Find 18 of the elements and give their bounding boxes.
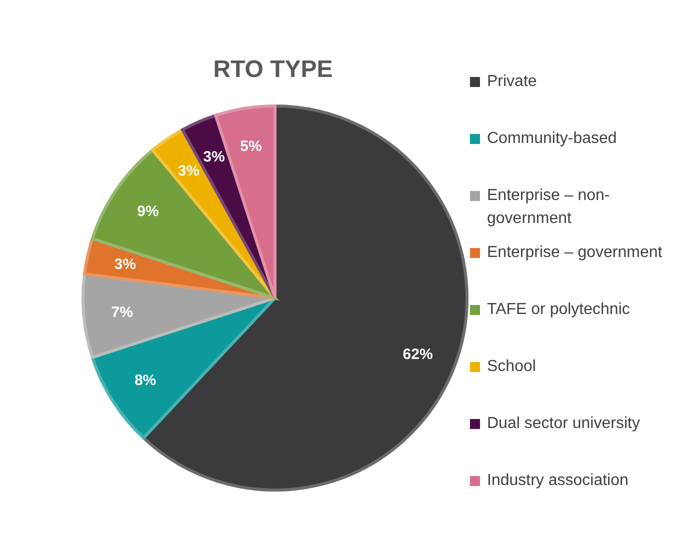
pie-slice — [90, 296, 276, 440]
data-label: 3% — [114, 256, 136, 273]
legend-label: Community-based — [487, 129, 618, 149]
data-label: 7% — [111, 304, 133, 321]
chart-title: RTO TYPE — [213, 56, 333, 83]
data-label: 3% — [178, 162, 200, 180]
legend-label: Private — [487, 72, 538, 92]
legend-label: Dual sector university — [487, 414, 641, 434]
legend-label: TAFE or polytechnic — [487, 300, 631, 320]
data-label: 5% — [240, 138, 262, 155]
data-label: 8% — [134, 372, 156, 389]
data-label: 9% — [137, 203, 159, 220]
legend-label: Enterprise – non-government — [487, 186, 611, 229]
legend-label: Industry association — [487, 471, 630, 491]
data-label: 3% — [203, 148, 225, 166]
legend-label: School — [487, 357, 537, 377]
legend-label: Enterprise – government — [487, 243, 664, 263]
data-label: 62% — [402, 346, 433, 364]
